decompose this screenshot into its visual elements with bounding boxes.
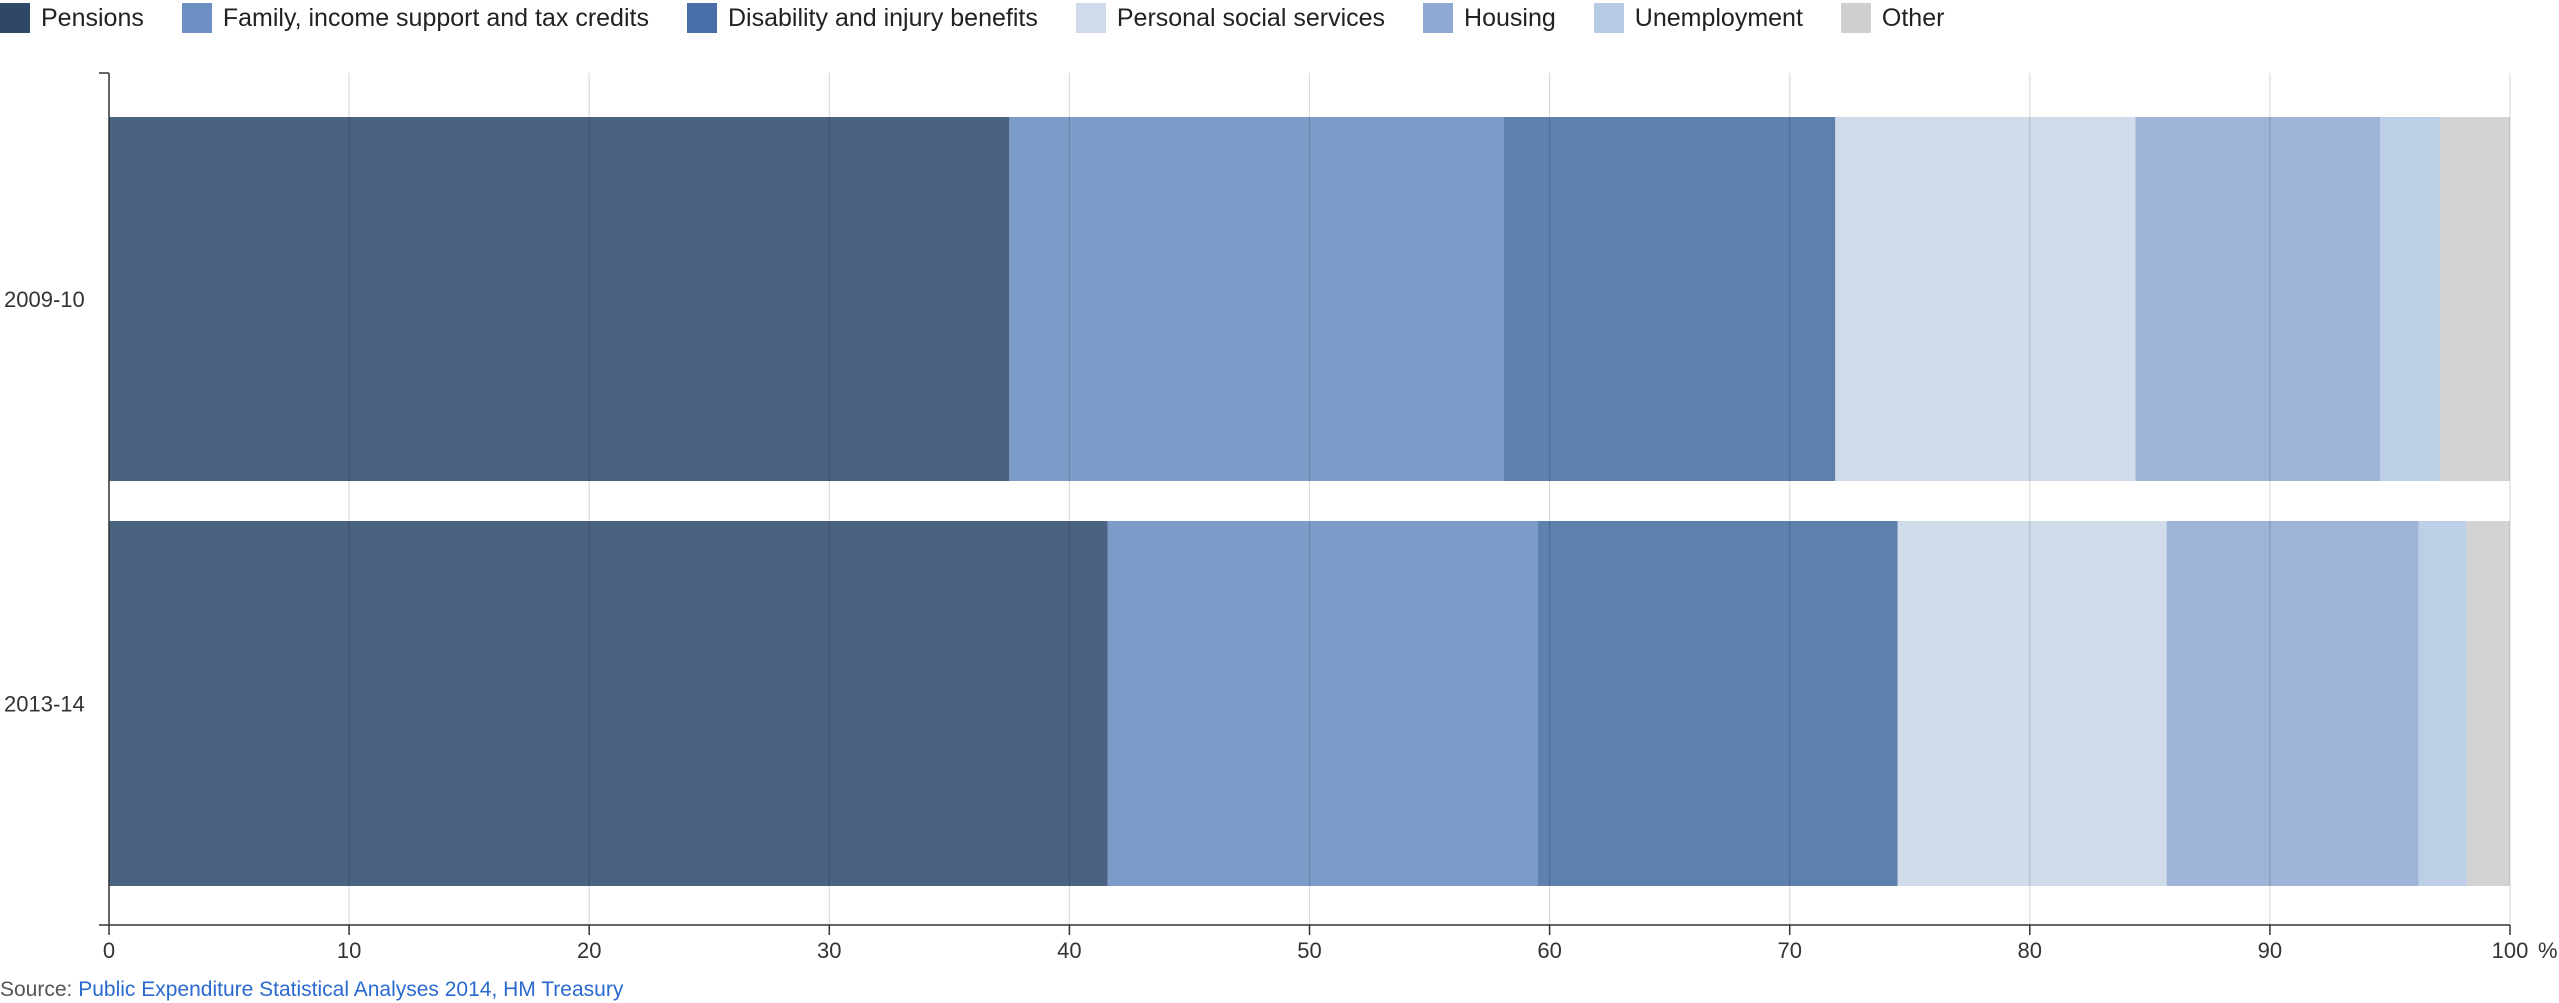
x-tick-label: 40: [1057, 938, 1081, 963]
category-label: 2009-10: [4, 287, 85, 312]
source-note: Source: Public Expenditure Statistical A…: [0, 978, 623, 1002]
legend-item[interactable]: Family, income support and tax credits: [181, 0, 649, 36]
x-tick-label: 80: [2018, 938, 2042, 963]
legend-label: Personal social services: [1116, 3, 1386, 32]
bar-segment: [2440, 117, 2510, 481]
bar-segment: [2466, 521, 2510, 886]
bar-segment: [1009, 117, 1504, 481]
x-tick-label: 70: [1777, 938, 1801, 963]
bar-segment: [109, 117, 1010, 481]
legend-label: Pensions: [41, 3, 144, 32]
legend-label: Housing: [1464, 3, 1556, 32]
x-tick-label: 20: [577, 938, 601, 963]
legend-label: Disability and injury benefits: [727, 3, 1038, 32]
bar-segment: [1107, 521, 1538, 886]
source-prefix: Source:: [0, 978, 79, 1001]
legend-swatch: [1075, 3, 1106, 33]
legend-swatch: [0, 3, 30, 33]
legend-swatch: [1423, 3, 1454, 33]
source-link[interactable]: Public Expenditure Statistical Analyses …: [78, 978, 624, 1001]
x-tick-label: 0: [103, 938, 115, 963]
category-label: 2013-14: [4, 692, 85, 717]
x-unit-label: %: [2538, 938, 2558, 963]
x-tick-label: 60: [1537, 938, 1561, 963]
legend-swatch: [181, 3, 212, 33]
legend-item[interactable]: Personal social services: [1075, 0, 1386, 36]
x-tick-label: 50: [1297, 938, 1321, 963]
bar-segment: [2418, 521, 2467, 886]
legend-item[interactable]: Pensions: [0, 0, 144, 36]
legend-swatch: [1840, 3, 1871, 33]
bar-segment: [2166, 521, 2419, 886]
bar-segment: [1537, 521, 1898, 886]
x-tick-label: 90: [2258, 938, 2282, 963]
x-tick-label: 10: [337, 938, 361, 963]
legend-item[interactable]: Unemployment: [1593, 0, 1803, 36]
legend-item[interactable]: Housing: [1423, 0, 1556, 36]
chart-legend: Pensions Family, income support and tax c…: [0, 0, 1982, 36]
x-tick-label: 100: [2492, 938, 2529, 963]
legend-label: Unemployment: [1634, 3, 1803, 32]
legend-label: Family, income support and tax credits: [222, 3, 649, 32]
x-tick-label: 30: [817, 938, 841, 963]
bar-segment: [2135, 117, 2381, 481]
bar-segment: [1897, 521, 2167, 886]
legend-item[interactable]: Other: [1840, 0, 1945, 36]
bar-segment: [109, 521, 1108, 886]
legend-swatch: [1593, 3, 1624, 33]
legend-swatch: [686, 3, 717, 33]
legend-item[interactable]: Disability and injury benefits: [686, 0, 1038, 36]
bar-segment: [2380, 117, 2441, 481]
legend-label: Other: [1881, 3, 1945, 32]
bar-segment: [1835, 117, 2136, 481]
bar-segment: [1503, 117, 1836, 481]
